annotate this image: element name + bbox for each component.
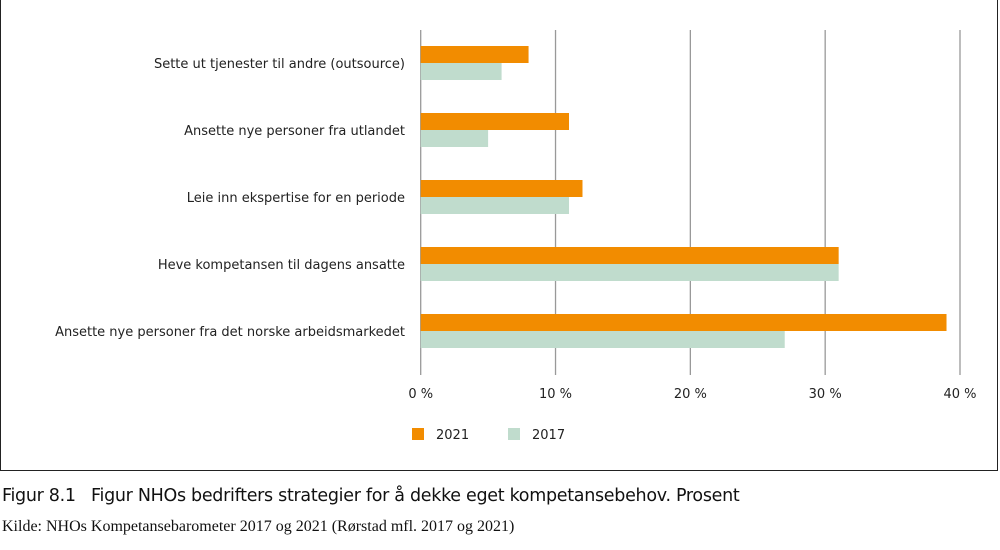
figure-number: Figur 8.1 — [2, 486, 76, 506]
x-tick-label: 30 % — [809, 387, 842, 402]
category-label: Ansette nye personer fra det norske arbe… — [55, 325, 405, 340]
figure-title: Figur NHOs bedrifters strategier for å d… — [91, 486, 740, 506]
figure-source: Kilde: NHOs Kompetansebarometer 2017 og … — [2, 518, 515, 535]
bar-2021 — [420, 180, 583, 197]
legend-label: 2021 — [436, 428, 469, 443]
figure-caption: Figur 8.1 Figur NHOs bedrifters strategi… — [2, 486, 740, 506]
bar-2021 — [420, 46, 529, 63]
x-tick-label: 0 % — [408, 387, 433, 402]
bar-2017 — [420, 197, 570, 214]
category-label: Heve kompetansen til dagens ansatte — [158, 258, 405, 273]
x-tick-label: 10 % — [539, 387, 572, 402]
legend-label: 2017 — [532, 428, 565, 443]
x-tick-label: 20 % — [674, 387, 707, 402]
bar-2021 — [420, 113, 570, 130]
category-label: Ansette nye personer fra utlandet — [184, 124, 405, 139]
bar-2021 — [420, 247, 839, 264]
x-tick-label: 40 % — [943, 387, 976, 402]
bar-2017 — [420, 63, 502, 80]
bar-2017 — [420, 130, 489, 147]
bar-chart: 0 % 10 % 20 % 30 % 40 % Sette ut tjenester ti… — [55, 30, 977, 443]
bar-2021 — [420, 314, 947, 331]
category-label: Leie inn ekspertise for en periode — [187, 191, 405, 206]
chart-frame — [0, 0, 998, 471]
bar-2017 — [420, 331, 785, 348]
category-label: Sette ut tjenester til andre (outsource) — [154, 57, 405, 72]
legend-swatch-2021 — [412, 428, 424, 440]
legend-swatch-2017 — [508, 428, 520, 440]
bar-2017 — [420, 264, 839, 281]
